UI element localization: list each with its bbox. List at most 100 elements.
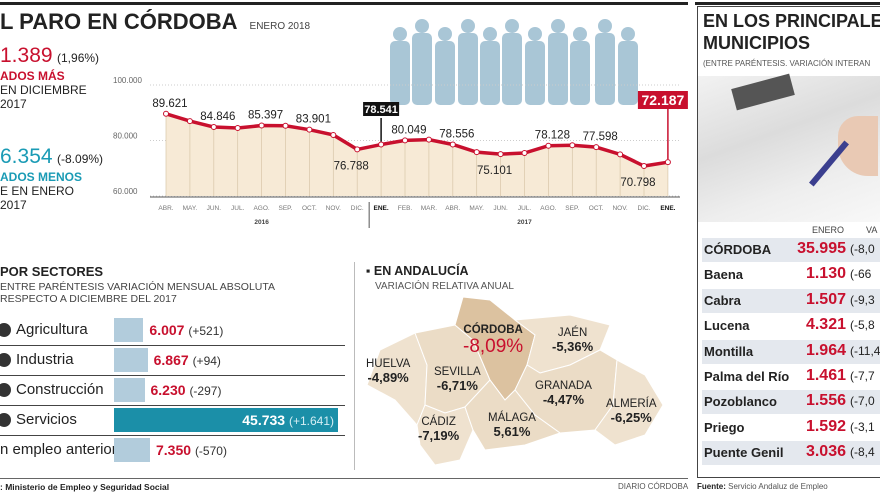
row-divider [0, 405, 345, 406]
municipio-value: 4.321 [805, 316, 846, 334]
person-silhouette [570, 41, 590, 105]
municipio-name: Montilla [704, 343, 754, 359]
col-header-var: VA [866, 225, 878, 235]
x-tick-label: ENE. [660, 205, 675, 212]
stat-line: 2017 [0, 198, 27, 212]
data-point [354, 146, 361, 153]
sector-value: 45.733 (+1.641) [242, 412, 334, 428]
sector-bar [114, 378, 145, 402]
municipio-name: Priego [704, 419, 745, 435]
province-label: GRANADA -4,47% [535, 380, 592, 407]
province-value: -6,71% [436, 377, 478, 393]
municipio-row: Lucena 4.321 (-5,8 [702, 314, 880, 338]
sector-name: Industria [16, 351, 74, 368]
stat-line: E EN ENERO [0, 184, 75, 198]
municipios-title: MUNICIPIOS [703, 33, 811, 53]
province-name: CÓRDOBA [463, 324, 523, 336]
bottom-rule [0, 478, 688, 479]
sector-change: (+521) [188, 324, 224, 338]
sector-name: Servicios [16, 411, 77, 428]
x-tick-label: SEP. [279, 205, 293, 212]
municipio-variation: (-11,4 [850, 343, 880, 358]
municipio-value: 1.130 [805, 265, 846, 283]
province-label: HUELVA -4,89% [366, 358, 410, 385]
municipio-name: Puente Genil [704, 445, 784, 461]
x-tick-label: FEB. [398, 205, 413, 212]
data-point [186, 118, 193, 125]
row-divider [0, 345, 345, 346]
stat-value: 1.389 [0, 44, 53, 67]
row-divider [0, 375, 345, 376]
sector-bar [114, 408, 338, 432]
sector-value: 6.230 (-297) [151, 382, 222, 398]
stat-line: EN DICIEMBRE [0, 83, 87, 97]
sector-count: 45.733 [242, 412, 286, 428]
stat-value: 6.354 [0, 145, 53, 168]
x-tick-label: JUN. [207, 205, 222, 212]
data-label: 78.128 [535, 130, 570, 142]
sectors-title: POR SECTORES [0, 264, 104, 279]
data-point [378, 141, 385, 148]
data-point [521, 149, 528, 156]
data-label: 84.846 [200, 111, 235, 123]
municipio-row: Priego 1.592 (-3,1 [702, 416, 880, 440]
sector-bar [114, 318, 144, 342]
person-silhouette [505, 19, 519, 33]
data-point [282, 122, 289, 129]
x-tick-label: DIC. [638, 205, 651, 212]
andalucia-title: ▪ EN ANDALUCÍA [366, 264, 469, 278]
province-name: JAÉN [557, 327, 588, 339]
sector-bar [114, 348, 148, 372]
data-label: 76.788 [334, 160, 369, 172]
municipio-row: Cabra 1.507 (-9,3 [702, 288, 880, 313]
sectors-subtitle: RESPECTO A DICIEMBRE DEL 2017 [0, 293, 177, 305]
andalucia-subtitle: VARIACIÓN RELATIVA ANUAL [375, 281, 514, 292]
stat-line: 2017 [0, 97, 27, 111]
person-silhouette [595, 33, 615, 105]
stat-pct: (-8.09%) [57, 152, 104, 166]
form-filling-photo [698, 73, 880, 222]
sector-count: 6.007 [149, 322, 185, 338]
x-tick-label: NOV. [326, 205, 341, 212]
data-point [210, 124, 217, 131]
data-label: 77.598 [583, 131, 618, 143]
x-tick-label: ABR. [445, 205, 460, 212]
page-date: ENERO 2018 [249, 21, 311, 32]
callout-label: 78.541 [364, 104, 398, 116]
municipio-variation: (-9,3 [850, 292, 875, 307]
x-tick-label: NOV. [612, 205, 627, 212]
x-tick-label: MAY. [469, 205, 484, 212]
province-label: MÁLAGA 5,61% [488, 412, 536, 439]
people-silhouettes-illustration [390, 19, 638, 105]
person-silhouette [480, 41, 500, 105]
province-label: CÓRDOBA -8,09% [463, 324, 523, 358]
data-point [664, 159, 671, 166]
data-label: 89.621 [152, 98, 187, 110]
municipio-name: Cabra [704, 292, 741, 308]
page-header: L PARO EN CÓRDOBA ENERO 2018 [0, 9, 310, 35]
data-point [545, 142, 552, 149]
municipio-variation: (-8,0 [850, 242, 875, 256]
data-point [234, 125, 241, 132]
municipio-row: Palma del Río 1.461 (-7,7 [702, 365, 880, 389]
person-silhouette [412, 33, 432, 105]
page-title: L PARO EN CÓRDOBA [0, 9, 238, 34]
municipios-title: EN LOS PRINCIPALE [703, 11, 880, 31]
municipio-value: 1.592 [805, 417, 846, 435]
person-silhouette [458, 33, 478, 105]
municipio-variation: (-7,7 [850, 369, 875, 383]
area-fill [166, 113, 668, 196]
x-tick-label: ABR. [158, 205, 173, 212]
province-label: ALMERÍA -6,25% [606, 398, 657, 425]
person-silhouette [573, 27, 587, 41]
x-tick-label: JUN. [493, 205, 508, 212]
sector-name: Agricultura [16, 321, 88, 338]
person-silhouette [551, 19, 565, 33]
municipio-variation: (-7,0 [850, 394, 875, 409]
year-label: 2016 [254, 219, 269, 226]
municipio-name: CÓRDOBA [704, 242, 772, 257]
province-value: -4,89% [367, 369, 409, 385]
person-silhouette [525, 41, 545, 105]
person-silhouette [598, 19, 612, 33]
x-tick-label: OCT. [589, 205, 604, 212]
